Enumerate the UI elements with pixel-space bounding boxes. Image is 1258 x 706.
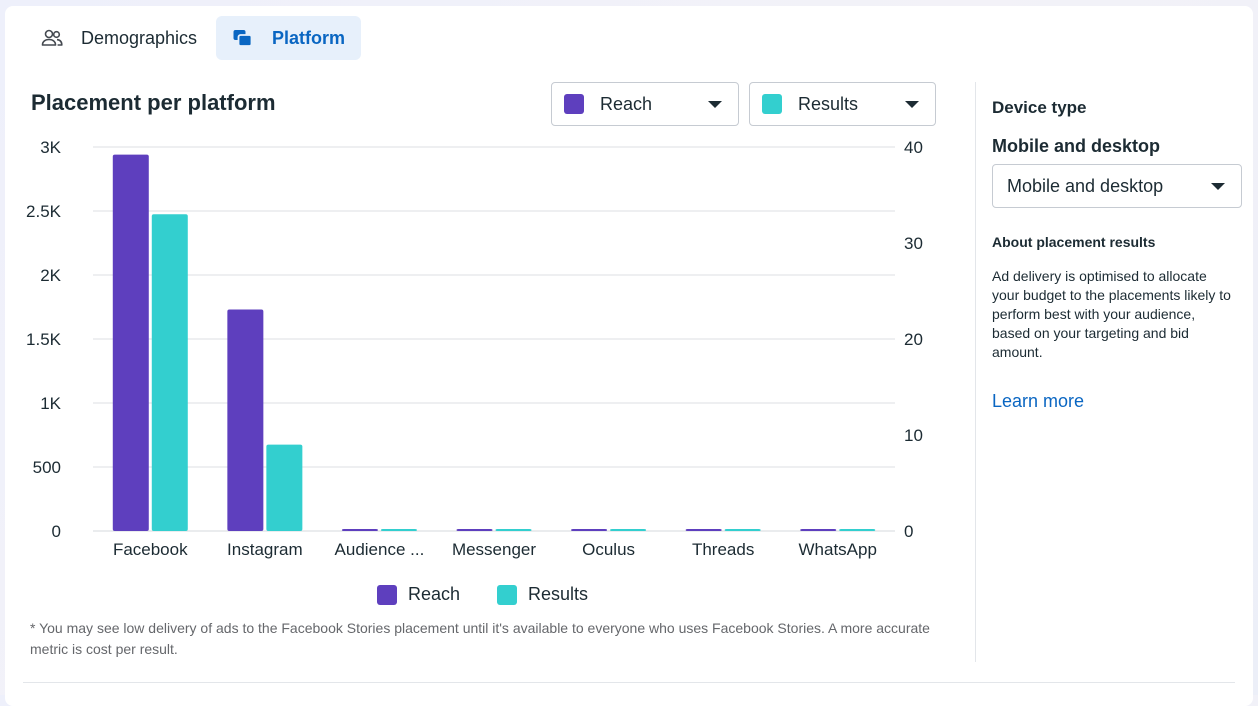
caret-down-icon: [905, 100, 919, 108]
legend-results: Results: [497, 584, 588, 605]
x-tick-label: Messenger: [452, 540, 536, 559]
bar-reach: [571, 529, 608, 531]
bar-results: [495, 529, 532, 531]
bar-chart: 0 500 1K 1.5K 2K 2.5K 3K 0 10 20 30 40 Facebook Insta…: [5, 132, 965, 577]
y-right-tick-label: 40: [904, 138, 923, 157]
bar-reach: [227, 309, 264, 531]
y-left-tick-label: 3K: [40, 138, 61, 157]
device-type-subtitle: Mobile and desktop: [992, 136, 1161, 156]
y-left-tick-label: 0: [52, 522, 61, 541]
tab-demographics-label: Demographics: [81, 27, 198, 48]
reach-metric-select[interactable]: Reach: [551, 82, 739, 126]
y-right-tick-label: 30: [904, 234, 923, 253]
legend-reach: Reach: [377, 584, 460, 605]
footnote: * You may see low delivery of ads to the…: [30, 620, 930, 657]
y-left-tick-label: 1K: [40, 394, 61, 413]
bar-reach: [685, 529, 722, 531]
device-type-select[interactable]: Mobile and desktop: [992, 164, 1242, 208]
device-type-title: Device type: [992, 98, 1087, 117]
x-tick-label: WhatsApp: [798, 540, 876, 559]
legend-reach-swatch: [377, 584, 397, 605]
bar-results: [724, 529, 761, 531]
y-right-tick-label: 0: [904, 522, 913, 541]
results-select-label: Results: [798, 93, 859, 114]
y-left-tick-label: 2.5K: [26, 202, 62, 221]
bar-reach: [341, 529, 378, 531]
about-placement-text: Ad delivery is optimised to allocate you…: [992, 268, 1231, 360]
reach-swatch: [564, 94, 584, 114]
bar-reach: [456, 529, 493, 531]
y-left-tick-label: 500: [33, 458, 61, 477]
results-metric-select[interactable]: Results: [749, 82, 936, 126]
device-select-label: Mobile and desktop: [1007, 175, 1164, 196]
bar-results: [839, 529, 876, 531]
x-tick-label: Instagram: [227, 540, 303, 559]
bar-reach: [112, 154, 149, 531]
people-icon: [40, 26, 64, 50]
chart-title: Placement per platform: [31, 90, 276, 115]
y-right-tick-label: 20: [904, 330, 923, 349]
learn-more-link[interactable]: Learn more: [992, 391, 1085, 411]
bar-results: [266, 444, 303, 531]
placement-card: Demographics Platform Placement per plat…: [5, 6, 1253, 706]
bar-chart-svg: 0 500 1K 1.5K 2K 2.5K 3K 0 10 20 30 40 Facebook Insta…: [26, 138, 923, 559]
x-tick-label: Threads: [692, 540, 754, 559]
about-placement-title: About placement results: [992, 234, 1156, 250]
bar-reach: [800, 529, 837, 531]
bar-results: [380, 529, 417, 531]
y-left-tick-label: 2K: [40, 266, 61, 285]
reach-select-label: Reach: [600, 93, 653, 114]
x-tick-label: Oculus: [582, 540, 635, 559]
x-tick-label: Audience ...: [335, 540, 425, 559]
results-swatch: [762, 94, 782, 114]
tab-platform-label: Platform: [272, 27, 346, 48]
legend-reach-label: Reach: [408, 584, 461, 604]
caret-down-icon: [708, 100, 722, 108]
bar-results: [610, 529, 647, 531]
tab-demographics[interactable]: Demographics: [25, 16, 205, 60]
vertical-divider: [975, 82, 976, 662]
bar-results: [151, 214, 188, 531]
legend-results-swatch: [497, 584, 517, 605]
platform-icon: [231, 26, 255, 50]
y-left-tick-label: 1.5K: [26, 330, 62, 349]
caret-down-icon: [1211, 182, 1225, 190]
tab-platform[interactable]: Platform: [216, 16, 361, 60]
x-tick-label: Facebook: [113, 540, 188, 559]
y-right-tick-label: 10: [904, 426, 923, 445]
bottom-divider: [23, 682, 1235, 683]
legend-results-label: Results: [528, 584, 589, 604]
